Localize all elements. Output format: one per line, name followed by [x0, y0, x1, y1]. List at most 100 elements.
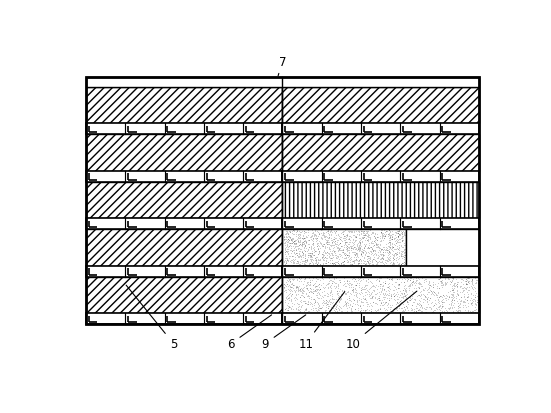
Point: [365, 285, 374, 291]
Point: [298, 301, 307, 308]
Point: [372, 276, 381, 283]
Point: [369, 248, 377, 255]
Point: [351, 309, 360, 316]
Point: [322, 309, 331, 316]
Point: [377, 286, 386, 293]
Point: [284, 228, 293, 235]
Point: [420, 294, 429, 301]
Point: [366, 306, 375, 312]
Point: [374, 234, 383, 240]
Point: [333, 242, 342, 248]
Point: [419, 297, 428, 303]
Point: [311, 305, 320, 312]
Point: [298, 252, 307, 259]
Point: [297, 292, 306, 299]
Point: [344, 254, 353, 261]
Point: [314, 284, 323, 291]
Point: [296, 288, 305, 295]
Point: [425, 295, 434, 302]
Point: [282, 279, 291, 285]
Point: [446, 281, 455, 287]
Point: [463, 308, 472, 315]
Point: [332, 309, 341, 316]
Point: [452, 293, 461, 299]
Point: [349, 297, 358, 303]
Point: [288, 257, 297, 263]
Point: [299, 293, 307, 300]
Point: [368, 229, 376, 235]
Point: [282, 234, 290, 240]
Point: [348, 240, 357, 247]
Point: [294, 304, 302, 311]
Point: [309, 296, 318, 302]
Point: [419, 292, 428, 299]
Point: [429, 284, 438, 291]
Point: [336, 296, 345, 303]
Point: [427, 288, 436, 294]
Point: [386, 233, 395, 240]
Point: [437, 280, 446, 287]
Point: [357, 299, 366, 306]
Point: [333, 288, 342, 294]
Point: [312, 275, 321, 282]
Point: [318, 275, 327, 281]
Point: [369, 244, 377, 250]
Point: [285, 282, 294, 288]
Point: [284, 244, 293, 250]
Point: [371, 300, 380, 306]
Point: [367, 249, 376, 256]
Point: [295, 253, 304, 260]
Point: [353, 290, 362, 297]
Point: [330, 279, 339, 286]
Point: [371, 248, 380, 254]
Point: [350, 252, 359, 259]
Point: [325, 278, 333, 285]
Point: [356, 242, 365, 248]
Point: [469, 298, 478, 305]
Point: [300, 235, 309, 242]
Point: [406, 281, 414, 288]
Point: [367, 231, 376, 238]
Point: [292, 229, 301, 235]
Point: [445, 305, 454, 312]
Point: [283, 305, 292, 312]
Point: [381, 247, 390, 254]
Point: [361, 299, 370, 306]
Point: [302, 285, 311, 291]
Point: [426, 291, 435, 298]
Point: [294, 234, 302, 241]
Point: [318, 252, 327, 258]
Point: [399, 233, 408, 239]
Point: [332, 283, 341, 290]
Point: [378, 297, 387, 304]
Point: [380, 247, 389, 254]
Point: [464, 284, 473, 290]
Point: [302, 291, 311, 297]
Point: [397, 251, 406, 258]
Point: [345, 261, 354, 267]
Point: [359, 293, 368, 299]
Point: [355, 256, 364, 262]
Point: [449, 309, 457, 316]
Point: [427, 309, 436, 316]
Point: [319, 301, 328, 308]
Bar: [283, 171, 479, 183]
Point: [294, 301, 303, 308]
Point: [381, 249, 390, 256]
Point: [288, 238, 296, 244]
Point: [283, 242, 292, 249]
Point: [342, 309, 350, 316]
Point: [350, 251, 359, 258]
Point: [362, 230, 371, 236]
Point: [309, 260, 317, 266]
Point: [344, 280, 353, 287]
Point: [414, 307, 423, 314]
Point: [395, 232, 403, 238]
Point: [331, 241, 339, 248]
Point: [304, 287, 313, 293]
Point: [397, 299, 406, 306]
Point: [371, 308, 380, 314]
Point: [337, 305, 345, 311]
Point: [473, 290, 482, 297]
Point: [304, 301, 312, 308]
